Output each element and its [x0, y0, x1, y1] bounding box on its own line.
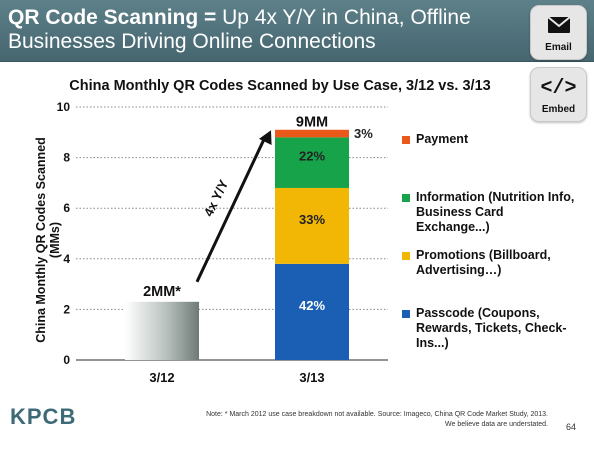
arrow-head-icon	[259, 130, 272, 146]
growth-arrow	[195, 138, 266, 283]
chart-title: China Monthly QR Codes Scanned by Use Ca…	[69, 78, 491, 94]
footnote: Note: * March 2012 use case breakdown no…	[150, 410, 548, 429]
legend-swatch	[402, 194, 410, 202]
bar-3-12	[125, 301, 199, 360]
legend-item: Payment	[402, 132, 576, 147]
legend-label: Payment	[416, 132, 469, 146]
email-label: Email	[545, 42, 572, 53]
envelope-icon	[546, 16, 571, 33]
footnote-line-1: Note: * March 2012 use case breakdown no…	[206, 411, 548, 418]
slide-title: QR Code Scanning = Up 4x Y/Y in China, O…	[8, 6, 478, 54]
kpcb-logo: KPCB	[10, 404, 77, 429]
slide-title-rest: Up 4x Y/Y in China, Offline Businesses D…	[8, 6, 471, 53]
legend-label: Information (Nutrition Info, Business Ca…	[416, 190, 575, 234]
code-icon: </>	[540, 77, 577, 100]
embed-label: Embed	[541, 104, 576, 115]
slide-title-bold: QR Code Scanning =	[8, 6, 217, 29]
legend-label: Promotions (Billboard, Advertising…)	[416, 248, 551, 277]
segment-label-small: 3%	[354, 126, 373, 141]
y-tick-label: 10	[57, 100, 71, 114]
legend-item: Passcode (Coupons, Rewards, Tickets, Che…	[402, 306, 576, 351]
email-button[interactable]: Email	[530, 5, 587, 60]
bar-segment-2	[275, 187, 349, 264]
legend-swatch	[402, 310, 410, 318]
legend-item: Information (Nutrition Info, Business Ca…	[402, 190, 576, 235]
total-label: 2MM*	[143, 284, 181, 300]
y-tick-label: 8	[63, 151, 70, 165]
bar-segment-1	[275, 263, 349, 360]
segment-label: 22%	[299, 149, 325, 164]
bar-segment-3	[275, 137, 349, 188]
growth-annotation: 4x Y/Y	[201, 177, 232, 219]
x-tick-label: 3/12	[149, 370, 174, 385]
y-tick-label: 6	[63, 201, 70, 215]
legend-swatch	[402, 252, 410, 260]
legend-item: Promotions (Billboard, Advertising…)	[402, 248, 576, 278]
y-tick-label: 0	[63, 353, 70, 367]
bar-segment-4	[275, 129, 349, 138]
segment-label: 33%	[299, 212, 325, 227]
x-tick-label: 3/13	[299, 370, 324, 385]
y-tick-label: 2	[63, 302, 70, 316]
legend-swatch	[402, 136, 410, 144]
footnote-line-2: We believe data are understated.	[445, 420, 548, 428]
legend-label: Passcode (Coupons, Rewards, Tickets, Che…	[416, 306, 567, 350]
embed-button[interactable]: </> Embed	[530, 67, 587, 122]
slide-header: QR Code Scanning = Up 4x Y/Y in China, O…	[0, 0, 594, 62]
total-label: 9MM	[296, 114, 328, 130]
segment-label: 42%	[299, 298, 325, 313]
y-tick-label: 4	[63, 252, 70, 266]
page-number: 64	[566, 422, 577, 432]
